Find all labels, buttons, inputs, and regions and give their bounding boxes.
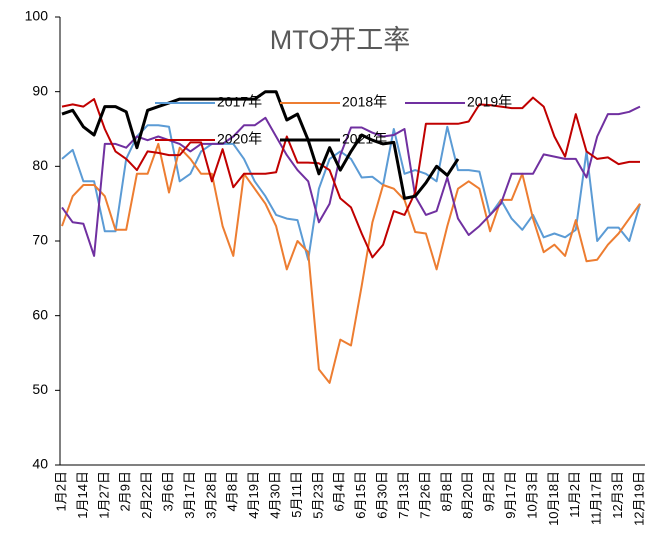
x-tick-label: 4月19日	[246, 471, 261, 519]
legend-label: 2017年	[217, 94, 262, 110]
x-tick-label: 3月28日	[203, 471, 218, 519]
x-tick-label: 3月17日	[182, 471, 197, 519]
x-tick-label: 11月2日	[567, 471, 582, 518]
legend-label: 2021年	[342, 131, 387, 147]
y-tick-label: 50	[32, 381, 48, 397]
legend-label: 2019年	[467, 94, 512, 110]
x-tick-label: 4月30日	[268, 471, 283, 519]
x-tick-label: 1月14日	[75, 471, 90, 519]
y-tick-label: 90	[32, 82, 48, 98]
y-tick-label: 60	[32, 306, 48, 322]
x-tick-label: 5月11日	[289, 471, 304, 518]
series-line	[61, 90, 460, 200]
x-tick-label: 8月20日	[460, 471, 475, 519]
x-tick-label: 12月3日	[610, 471, 625, 519]
x-tick-label: 1月2日	[53, 471, 68, 511]
legend-label: 2020年	[217, 131, 262, 147]
legend-label: 2018年	[342, 94, 387, 110]
x-tick-label: 12月19日	[631, 471, 646, 526]
chart-title: MTO开工率	[270, 25, 411, 55]
x-tick-label: 10月3日	[524, 471, 539, 519]
x-tick-label: 2月9日	[118, 471, 133, 511]
x-tick-label: 2月22日	[139, 471, 154, 519]
y-tick-label: 80	[32, 157, 48, 173]
x-tick-label: 5月23日	[310, 471, 325, 519]
series-line	[61, 142, 641, 384]
series-line	[61, 124, 641, 261]
x-tick-label: 3月6日	[160, 471, 175, 511]
x-tick-label: 9月17日	[503, 471, 518, 519]
x-tick-label: 6月15日	[353, 471, 368, 519]
x-tick-label: 9月2日	[482, 471, 497, 511]
x-tick-label: 11月17日	[589, 471, 604, 525]
x-tick-label: 4月8日	[225, 471, 240, 511]
x-tick-label: 1月27日	[96, 471, 111, 519]
x-tick-label: 8月8日	[439, 471, 454, 511]
x-tick-label: 7月26日	[417, 471, 432, 519]
series-line	[61, 105, 641, 257]
x-tick-label: 6月4日	[332, 471, 347, 511]
y-tick-label: 100	[25, 8, 49, 24]
x-tick-label: 6月30日	[375, 471, 390, 519]
y-tick-label: 40	[32, 456, 48, 472]
x-tick-label: 7月13日	[396, 471, 411, 519]
series-line	[61, 96, 640, 259]
y-tick-label: 70	[32, 232, 48, 248]
x-tick-label: 10月18日	[546, 471, 561, 526]
